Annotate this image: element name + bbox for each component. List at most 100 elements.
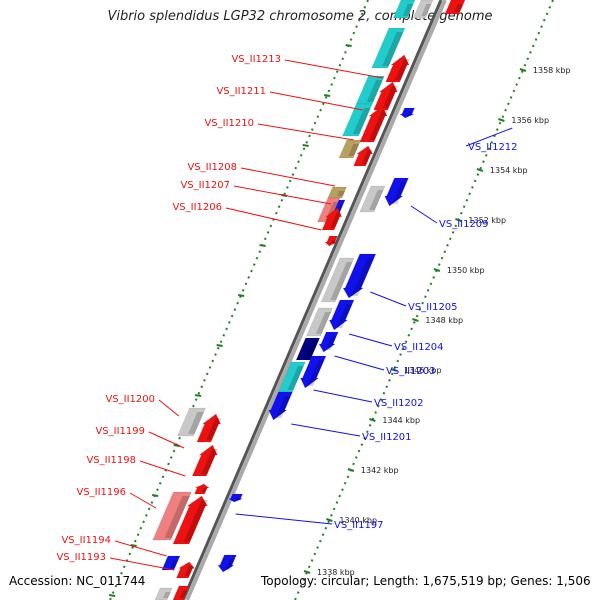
gene-shape-VS_II1198-shade	[201, 449, 218, 474]
gene-label-VS_II1201[interactable]: VS_II1201	[362, 432, 412, 443]
leader-line-VS_II1193	[109, 557, 175, 571]
leader-line-VS_II1209	[410, 205, 438, 224]
gene-shape-VS_II1209[interactable]	[384, 177, 409, 207]
gene-shape-VS_II1199-shade	[206, 418, 222, 440]
gene-label-VS_II1196[interactable]: VS_II1196	[76, 487, 126, 498]
leader-line-VS_II1200	[158, 399, 180, 417]
left-guide-tick	[130, 544, 137, 547]
gene-label-VS_II1212[interactable]: VS_II1212	[468, 142, 518, 153]
leader-line-VS_II1194	[114, 540, 167, 557]
gene-label-VS_II1211[interactable]: VS_II1211	[216, 86, 266, 97]
left-guide-tick	[302, 144, 309, 147]
gene-shape-VS_II1205-gray[interactable]	[320, 257, 355, 303]
leader-line-VS_II1211	[269, 91, 363, 111]
gene-shape-bottom-gray-shade	[163, 592, 171, 598]
gene-shape-VS_II1204[interactable]	[329, 299, 355, 331]
gene-shape-VS_II1199[interactable]	[196, 413, 222, 443]
left-guide-tick	[108, 594, 116, 597]
gene-shape-VS_II1198[interactable]	[191, 444, 218, 477]
scale-label-1338: 1338 kbp	[317, 568, 355, 577]
gene-label-VS_II1205[interactable]: VS_II1205	[408, 302, 458, 313]
gene-shape-VS_II1208[interactable]	[327, 186, 347, 199]
gene-shape-VS_II1204-shade	[336, 304, 353, 328]
gene-shape-bottom-gray[interactable]	[154, 587, 173, 600]
gene-shape-VS_II1211-cyan-shade	[366, 80, 383, 102]
gene-shape-VS_II1196[interactable]	[152, 491, 192, 541]
gene-shape-top-gray-shade	[421, 4, 432, 16]
gene-shape-VS_II1210[interactable]	[359, 105, 388, 143]
scale-label-1346: 1346 kbp	[404, 366, 442, 375]
gene-shape-VS_II1196-red[interactable]	[172, 495, 208, 545]
gene-shape-VS_II1210-shade	[369, 110, 388, 140]
gene-shape-VS_II1212-marker-shade	[407, 112, 413, 116]
gene-shape-VS_II1210-cyan[interactable]	[342, 103, 373, 137]
gene-label-VS_II1208[interactable]: VS_II1208	[187, 162, 237, 173]
gene-shape-VS_II1213[interactable]	[385, 54, 410, 83]
scale-tick-1358	[519, 68, 527, 72]
gene-shape-VS_II1201[interactable]	[268, 391, 293, 421]
gene-shape-red-small-1[interactable]	[353, 145, 374, 167]
scale-label-1352: 1352 kbp	[468, 216, 506, 225]
gene-shape-VS_II1209-gray[interactable]	[359, 185, 386, 213]
scale-label-1358: 1358 kbp	[533, 66, 571, 75]
gene-shape-top-red-right[interactable]	[444, 0, 466, 15]
gene-label-VS_II1194[interactable]: VS_II1194	[61, 535, 111, 546]
gene-shape-olive-1[interactable]	[338, 139, 362, 159]
leader-line-VS_II1197	[235, 513, 333, 525]
gene-label-VS_II1200[interactable]: VS_II1200	[105, 394, 155, 405]
scale-tick-1340	[326, 518, 333, 522]
gene-label-VS_II1207[interactable]: VS_II1207	[180, 180, 230, 191]
gene-shape-red-marker[interactable]	[324, 235, 338, 247]
left-guide-tick	[259, 244, 266, 247]
gene-shape-VS_II1205[interactable]	[342, 253, 377, 299]
gene-shape-red-small-2[interactable]	[194, 483, 210, 495]
gene-shape-VS_II1203[interactable]	[318, 331, 339, 353]
gene-shape-VS_II1196-red-shade	[183, 500, 208, 542]
gene-shape-VS_II1200[interactable]	[177, 407, 206, 437]
gene-label-VS_II1213[interactable]: VS_II1213	[231, 54, 281, 65]
gene-label-VS_II1209[interactable]: VS_II1209	[439, 219, 489, 230]
gene-shape-VS_II1202-cyan-shade	[287, 366, 304, 390]
gene-shape-VS_II1213-cyan[interactable]	[371, 27, 406, 69]
gene-shape-VS_II1205-gray-shade	[330, 262, 353, 300]
scale-label-1342: 1342 kbp	[361, 466, 399, 475]
gene-label-VS_II1203[interactable]: VS_II1203	[386, 366, 436, 377]
scale-label-1356: 1356 kbp	[511, 116, 549, 125]
gene-shape-VS_II1206[interactable]	[321, 207, 343, 231]
gene-shape-VS_II1211-shade	[382, 86, 399, 108]
gene-label-VS_II1197[interactable]: VS_II1197	[334, 520, 384, 531]
gene-shape-VS_II1202[interactable]	[300, 355, 327, 389]
gene-shape-blue-bottom[interactable]	[217, 554, 237, 573]
leader-line-VS_II1202	[313, 389, 373, 403]
scale-tick-1342	[347, 468, 355, 472]
leader-line-VS_II1210	[257, 123, 354, 141]
gene-shape-VS_II1193[interactable]	[176, 561, 196, 579]
gene-shape-top-cyan-1[interactable]	[392, 0, 416, 19]
gene-label-VS_II1198[interactable]: VS_II1198	[86, 455, 136, 466]
leader-line-VS_II1203	[334, 355, 385, 371]
gene-shape-bottom-red[interactable]	[172, 585, 190, 600]
gene-shape-VS_II1197-marker-shade	[236, 498, 241, 500]
leader-line-VS_II1206	[225, 207, 322, 231]
gene-shape-VS_II1211[interactable]	[373, 81, 398, 111]
gene-label-VS_II1204[interactable]: VS_II1204	[394, 342, 444, 353]
left-guide-tick	[194, 394, 202, 397]
gene-label-VS_II1210[interactable]: VS_II1210	[204, 118, 254, 129]
gene-shape-VS_II1193-shade	[184, 566, 194, 576]
scale-label-1340: 1340 kbp	[339, 516, 377, 525]
gene-label-VS_II1193[interactable]: VS_II1193	[56, 552, 106, 563]
gene-shape-VS_II1201-shade	[275, 396, 291, 418]
gene-label-VS_II1202[interactable]: VS_II1202	[374, 398, 424, 409]
gene-shape-VS_II1197-marker[interactable]	[227, 493, 243, 503]
leader-line-VS_II1198	[139, 460, 186, 477]
gene-label-VS_II1206[interactable]: VS_II1206	[172, 202, 222, 213]
gene-shape-top-gray[interactable]	[412, 0, 434, 19]
scale-tick-1338	[303, 570, 311, 574]
gene-shape-VS_II1212-marker[interactable]	[399, 107, 415, 119]
gene-label-VS_II1199[interactable]: VS_II1199	[95, 426, 145, 437]
leader-line-VS_II1199	[148, 431, 185, 449]
gene-shape-VS_II1204-gray[interactable]	[306, 307, 333, 337]
gene-shape-top-cyan-1-shade	[402, 4, 414, 16]
scale-tick-1348	[412, 318, 419, 322]
